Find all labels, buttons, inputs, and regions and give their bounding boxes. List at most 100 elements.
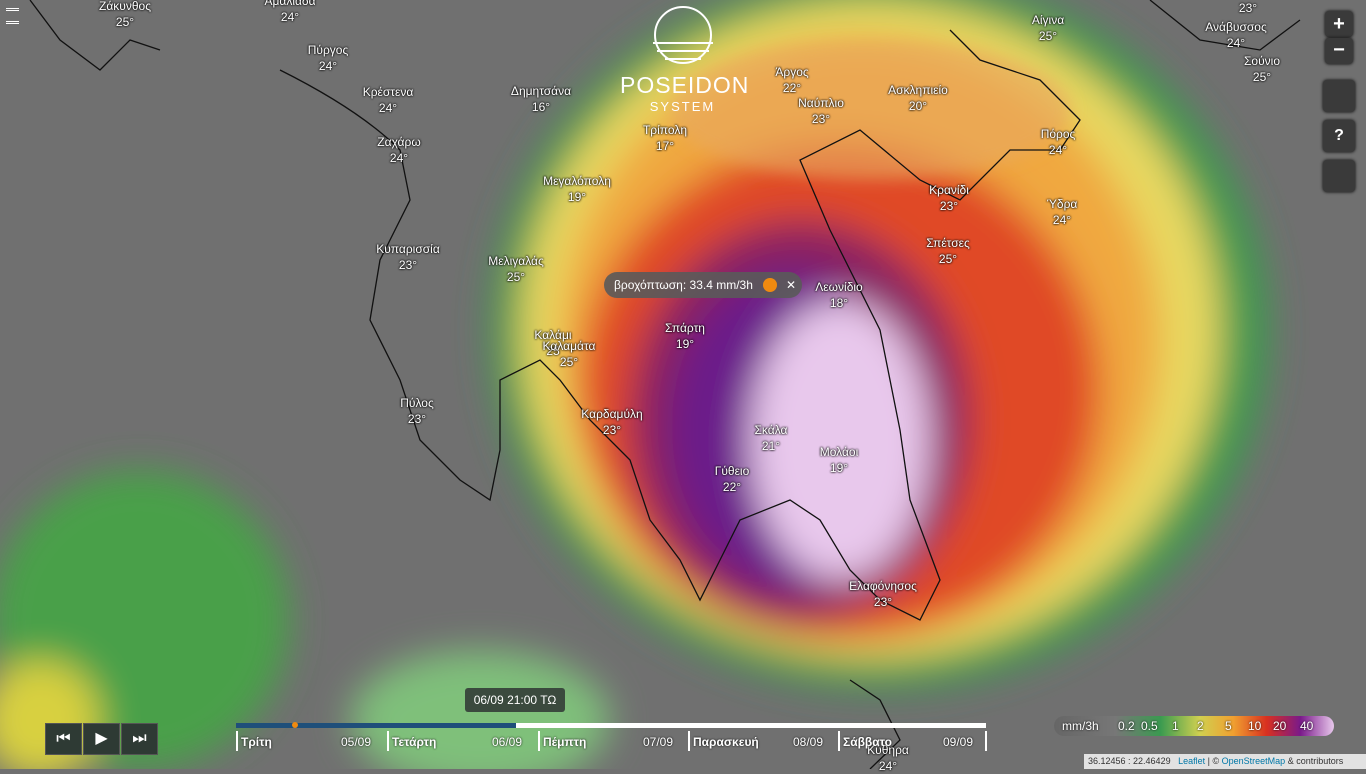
legend-label: 20 [1273, 719, 1287, 733]
place-name: Πόρος [1040, 127, 1076, 141]
place-name: Ζαχάρω [377, 135, 421, 149]
prev-button[interactable]: ⏮ [45, 723, 82, 755]
place-label: Σπάρτη 19° [665, 320, 705, 352]
attribution: 36.12456 : 22.46429 Leaflet | © OpenStre… [1084, 754, 1366, 769]
place-temp: 22° [722, 480, 742, 494]
place-name: Αίγινα [1031, 13, 1065, 27]
place-temp: 23° [939, 199, 959, 213]
place-temp: 23° [811, 112, 831, 126]
legend: mm/3h 0.2 0.5 1 2 5 10 20 40 [1054, 716, 1334, 736]
place-temp: 22° [782, 81, 802, 95]
day-name[interactable]: Πέμπτη [543, 735, 587, 749]
place-name: Λεωνίδιο [815, 280, 863, 294]
place-temp: 16° [531, 100, 551, 114]
place-label: Σούνιο 25° [1244, 53, 1280, 85]
zoom-out[interactable]: − [1325, 38, 1353, 64]
legend-label: 2 [1197, 719, 1204, 733]
legend-label: 0.5 [1141, 719, 1158, 733]
help-button[interactable]: ? [1323, 120, 1355, 152]
legend-label: 0.2 [1118, 719, 1135, 733]
place-label: Πύργος 24° [308, 42, 349, 74]
place-temp: 24° [878, 759, 898, 773]
osm-link[interactable]: OpenStreetMap [1221, 756, 1286, 766]
place-temp: 23° [407, 412, 427, 426]
next-button[interactable]: ⏭ [121, 723, 158, 755]
day-name[interactable]: Παρασκευή [693, 735, 759, 749]
place-label: Αίγινα 25° [1032, 12, 1064, 44]
place-label: Μεγαλόπολη 19° [543, 173, 611, 205]
place-temp: 25° [938, 252, 958, 266]
place-label: Αμαλιάδα 24° [264, 0, 315, 25]
place-name: Δημητσάνα [510, 84, 572, 98]
day-name[interactable]: Σάββατο [843, 735, 892, 749]
place-temp: 19° [567, 190, 587, 204]
day-name[interactable]: Τρίτη [241, 735, 272, 749]
place-name: Κρέστενα [362, 85, 414, 99]
expand-icon[interactable] [763, 278, 777, 292]
zoom-in[interactable]: + [1325, 11, 1353, 37]
place-name: Μελιγαλάς [488, 254, 544, 268]
coordinates: 36.12456 : 22.46429 [1088, 756, 1171, 766]
place-label: Ναύπλιο 23° [798, 95, 844, 127]
place-temp: 24° [1048, 143, 1068, 157]
popup-text: βροχόπτωση: 33.4 mm/3h [614, 278, 753, 292]
mobile-button[interactable] [1323, 160, 1355, 192]
place-label: Ζαχάρω 24° [377, 134, 420, 166]
day-name[interactable]: Τετάρτη [392, 735, 437, 749]
place-temp: 25° [1038, 29, 1058, 43]
place-name: Ναύπλιο [798, 96, 844, 110]
place-label: Ελαφόνησος 23° [849, 578, 917, 610]
place-name: Γύθειο [714, 464, 750, 478]
place-temp: 25 [546, 344, 560, 358]
day-separator [387, 731, 389, 751]
place-label: Σπέτσες 25° [926, 235, 970, 267]
place-name: Ανάβυσσος [1205, 20, 1267, 34]
popup-close[interactable]: ✕ [786, 278, 797, 292]
place-temp: 23° [602, 423, 622, 437]
timeline-track[interactable] [236, 723, 986, 728]
place-name: Άργος [775, 65, 809, 79]
menu-icon[interactable] [6, 8, 19, 24]
day-date[interactable]: 06/09 [492, 735, 523, 749]
timeline-progress [236, 723, 516, 728]
place-name: Αμαλιάδα [264, 0, 316, 8]
place-temp: 25° [115, 15, 135, 29]
place-temp: 19° [829, 461, 849, 475]
place-name: Καλάμι [534, 328, 572, 342]
place-label: Καρδαμύλη 23° [581, 406, 642, 438]
day-separator [688, 731, 690, 751]
place-temp: 24° [318, 59, 338, 73]
place-label: Άργος 22° [775, 64, 808, 96]
day-separator [985, 731, 987, 751]
place-name: Πύλος [400, 396, 434, 410]
timeline-marker [292, 722, 298, 728]
day-separator [538, 731, 540, 751]
place-name: Μεγαλόπολη [543, 174, 611, 188]
place-temp: 25° [506, 270, 526, 284]
place-label: Ανάβυσσος 24° [1205, 19, 1266, 51]
day-date[interactable]: 05/09 [341, 735, 372, 749]
logo-title: POSEIDON [620, 72, 750, 98]
play-button[interactable]: ▶ [83, 723, 120, 755]
day-date[interactable]: 08/09 [793, 735, 824, 749]
place-temp: 24° [389, 151, 409, 165]
day-separator [838, 731, 840, 751]
place-label: Ζάκυνθος 25° [99, 0, 151, 30]
logo-icon [652, 6, 713, 64]
contributors: & contributors [1287, 756, 1344, 766]
place-label: Ύδρα 24° [1047, 196, 1078, 228]
day-date[interactable]: 09/09 [943, 735, 974, 749]
leaflet-link[interactable]: Leaflet [1178, 756, 1206, 766]
day-date[interactable]: 07/09 [643, 735, 674, 749]
place-label: Καλαμάτα 25° [543, 338, 596, 370]
place-label: Σκάλα 21° [755, 422, 788, 454]
place-temp: 23° [398, 258, 418, 272]
place-temp: 25° [1252, 70, 1272, 84]
place-name: Ασκληπιείο [888, 83, 948, 97]
satellite-button[interactable] [1323, 80, 1355, 112]
place-label: Λεωνίδιο 18° [815, 279, 862, 311]
place-label: Γύθειο 22° [715, 463, 750, 495]
coastline [29, 0, 1301, 769]
